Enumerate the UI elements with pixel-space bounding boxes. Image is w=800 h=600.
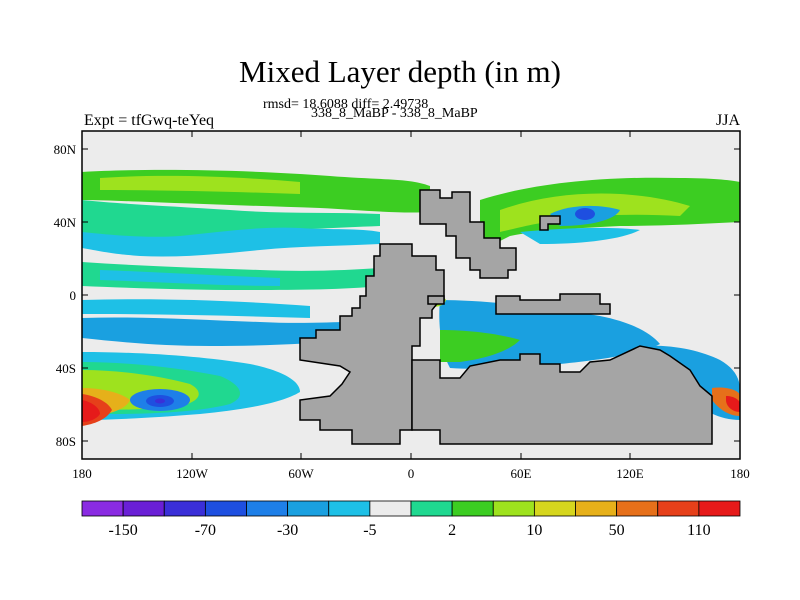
field-southern-darkred (82, 400, 100, 422)
map-title: Mixed Layer depth (in m) (239, 54, 561, 89)
lat-label-80n: 80N (54, 142, 77, 157)
lon-label-120e: 120E (616, 466, 644, 481)
colorbar-swatch-0 (81, 500, 124, 517)
colorbar-swatch-15 (698, 500, 741, 517)
field-tropical-green (82, 262, 380, 290)
colorbar-label-2: -30 (277, 522, 298, 539)
experiment-label: Expt = tfGwq-teYeq (84, 112, 215, 129)
land-south (411, 345, 713, 445)
lon-label-60e: 60E (511, 466, 532, 481)
colorbar-swatch-12 (575, 500, 618, 517)
field-north-lightblue (82, 227, 380, 257)
land-asia-strip (495, 293, 611, 315)
land-masses (299, 189, 713, 445)
colorbar-swatch-2 (163, 500, 206, 517)
colorbar-label-7: 110 (687, 522, 710, 539)
lon-tick-marks (81, 131, 741, 459)
lon-label-0: 0 (408, 466, 415, 481)
lat-label-80s: 80S (56, 434, 76, 449)
colorbar-swatch-4 (246, 500, 289, 517)
map-field (82, 131, 740, 459)
lon-label-60w: 60W (288, 466, 314, 481)
colorbar-label-0: -150 (108, 522, 137, 539)
land-island (427, 295, 445, 305)
colorbar-label-1: -70 (195, 522, 216, 539)
lat-label-0: 0 (70, 288, 77, 303)
stats-text: rmsd= 18.6088 diff= 2.49738 (263, 97, 429, 112)
field-indian-green (440, 330, 520, 362)
colorbar-label-6: 50 (609, 522, 625, 539)
colorbar-swatch-5 (287, 500, 330, 517)
colorbar-swatch-14 (657, 500, 700, 517)
land-north-block (419, 189, 517, 279)
lon-label-120w: 120W (176, 466, 209, 481)
field-east-south-red (726, 396, 740, 412)
field-south-cyan-band (82, 299, 310, 318)
colorbar-swatch-10 (492, 500, 535, 517)
field-atlantic-cyan (520, 227, 640, 244)
colorbar-swatch-13 (616, 500, 659, 517)
lat-tick-marks (82, 148, 740, 442)
lat-label-40n: 40N (54, 215, 77, 230)
field-north-band-green (82, 200, 380, 246)
colorbar-label-4: 2 (448, 522, 456, 539)
colorbar-swatch-3 (204, 500, 247, 517)
field-atlantic-deep (575, 208, 595, 220)
comparison-label: 338_8_MaBP - 338_8_MaBP (311, 106, 478, 121)
colorbar-swatch-7 (369, 500, 412, 517)
colorbar-swatch-11 (533, 500, 576, 517)
colorbar-swatch-9 (451, 500, 494, 517)
colorbar-label-3: -5 (363, 522, 376, 539)
colorbar-swatch-1 (122, 500, 165, 517)
colorbar-labels: -150 -70 -30 -5 2 10 50 110 (108, 522, 710, 539)
lat-label-40s: 40S (56, 361, 76, 376)
colorbar-label-5: 10 (526, 522, 542, 539)
season-label: JJA (715, 112, 740, 129)
lon-label-180w: 180 (72, 466, 92, 481)
field-tropical-cyan (100, 270, 280, 286)
colorbar-swatch-6 (328, 500, 371, 517)
colorbar-swatch-8 (410, 500, 453, 517)
field-southern-core (155, 398, 165, 404)
colorbar (81, 500, 741, 517)
lon-label-180e: 180 (730, 466, 750, 481)
field-north-pacific-yellow (100, 175, 300, 194)
land-europe (539, 215, 561, 231)
field-south-blue-band (82, 317, 350, 346)
